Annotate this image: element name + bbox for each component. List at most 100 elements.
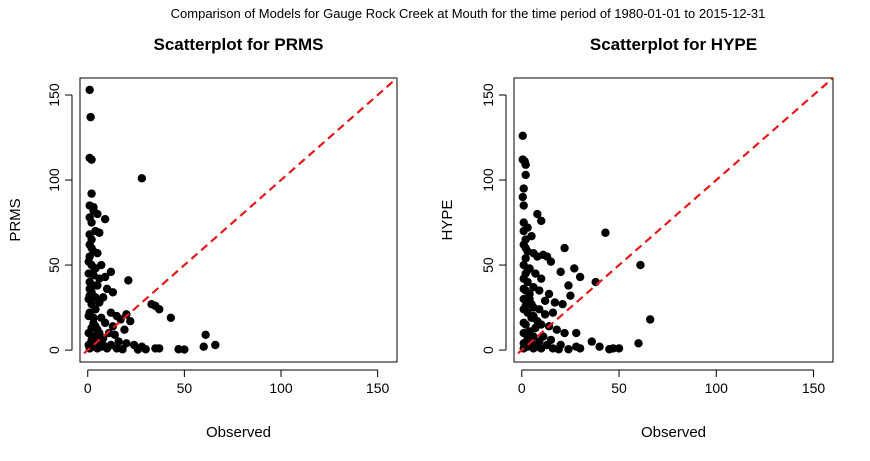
data-point	[519, 318, 528, 328]
data-point	[95, 298, 104, 307]
data-point	[605, 345, 614, 354]
data-point	[120, 325, 129, 334]
data-point	[100, 318, 110, 328]
data-point	[85, 284, 94, 294]
data-point	[645, 315, 655, 324]
x-tick-label: 100	[269, 380, 293, 396]
data-point	[124, 276, 133, 285]
y-axis-label: HYPE	[439, 200, 456, 241]
y-tick-label: 0	[46, 346, 62, 354]
x-tick-label: 0	[84, 380, 92, 396]
data-point	[519, 226, 528, 236]
data-point	[114, 337, 123, 346]
data-point	[634, 339, 643, 348]
data-point	[572, 328, 581, 338]
data-point	[540, 296, 550, 305]
data-point	[560, 243, 569, 253]
data-point	[519, 305, 528, 314]
data-point	[570, 264, 579, 273]
data-point	[523, 277, 532, 287]
data-point	[201, 330, 210, 339]
data-point	[93, 281, 102, 290]
data-point	[575, 272, 585, 282]
data-point	[533, 209, 542, 219]
reference-line	[80, 78, 397, 359]
plot-frame	[79, 77, 398, 363]
y-tick-label: 50	[46, 257, 62, 273]
data-point	[87, 189, 96, 198]
data-point	[86, 112, 95, 122]
data-point	[519, 339, 528, 348]
data-point	[601, 228, 610, 237]
data-point	[108, 322, 118, 331]
data-point	[525, 289, 534, 299]
data-point	[564, 281, 573, 290]
data-point	[91, 322, 100, 331]
panel-prms: Scatterplot for PRMS 0 50 100 150 0 50 100 150 Ob…	[7, 35, 398, 441]
data-point	[537, 274, 546, 283]
data-point	[100, 214, 110, 224]
data-point	[575, 344, 585, 353]
data-point	[133, 345, 143, 354]
data-point	[100, 272, 110, 282]
data-point	[155, 344, 164, 353]
y-tick-label: 150	[46, 83, 62, 107]
y-tick-label: 50	[480, 257, 496, 273]
y-tick-label: 0	[480, 346, 496, 354]
data-point	[93, 248, 102, 258]
y-tick-label: 100	[46, 168, 62, 192]
data-point	[614, 344, 624, 353]
plot-frame	[513, 77, 834, 363]
y-tick-label: 100	[480, 168, 496, 192]
data-point	[95, 228, 104, 237]
data-point	[540, 310, 550, 319]
data-point	[537, 344, 546, 353]
x-tick-label: 150	[802, 380, 826, 396]
data-point	[636, 260, 645, 270]
data-point	[519, 294, 528, 304]
data-point	[108, 288, 118, 297]
data-point	[84, 328, 93, 338]
data-point	[535, 286, 544, 295]
chart-title: Scatterplot for PRMS	[153, 35, 323, 54]
points-group	[518, 131, 655, 354]
data-point	[519, 284, 528, 294]
x-tick-label: 100	[705, 380, 729, 396]
y-axis-label: PRMS	[7, 198, 24, 241]
data-point	[556, 267, 565, 277]
data-point	[521, 254, 530, 263]
data-point	[519, 184, 528, 193]
data-point	[89, 313, 98, 322]
x-tick-label: 50	[177, 380, 193, 396]
data-point	[533, 252, 542, 261]
data-point	[199, 342, 208, 351]
data-point	[141, 345, 150, 354]
data-point	[564, 345, 573, 354]
data-point	[118, 345, 127, 354]
data-point	[548, 308, 558, 317]
data-point	[98, 340, 108, 350]
chart-title: Scatterplot for HYPE	[590, 35, 757, 54]
x-tick-label: 150	[366, 380, 390, 396]
data-point	[566, 291, 575, 300]
data-point	[527, 299, 536, 309]
panel-hype: Scatterplot for HYPE 0 50 100 150 0 50 100 150 Ob…	[439, 35, 834, 441]
y-tick-label: 150	[480, 83, 496, 107]
data-point	[122, 339, 131, 348]
points-group	[84, 85, 220, 354]
data-point	[521, 170, 530, 180]
data-point	[554, 345, 563, 354]
data-point	[521, 160, 530, 169]
x-axis-label: Observed	[206, 424, 271, 441]
data-point	[155, 305, 164, 314]
data-point	[558, 299, 567, 309]
x-axis-label: Observed	[641, 424, 706, 441]
data-point	[518, 192, 527, 202]
x-tick-label: 50	[611, 380, 627, 396]
data-point	[544, 289, 554, 299]
data-point	[87, 155, 96, 164]
data-point	[519, 201, 528, 210]
data-point	[546, 257, 556, 266]
data-point	[550, 298, 560, 307]
